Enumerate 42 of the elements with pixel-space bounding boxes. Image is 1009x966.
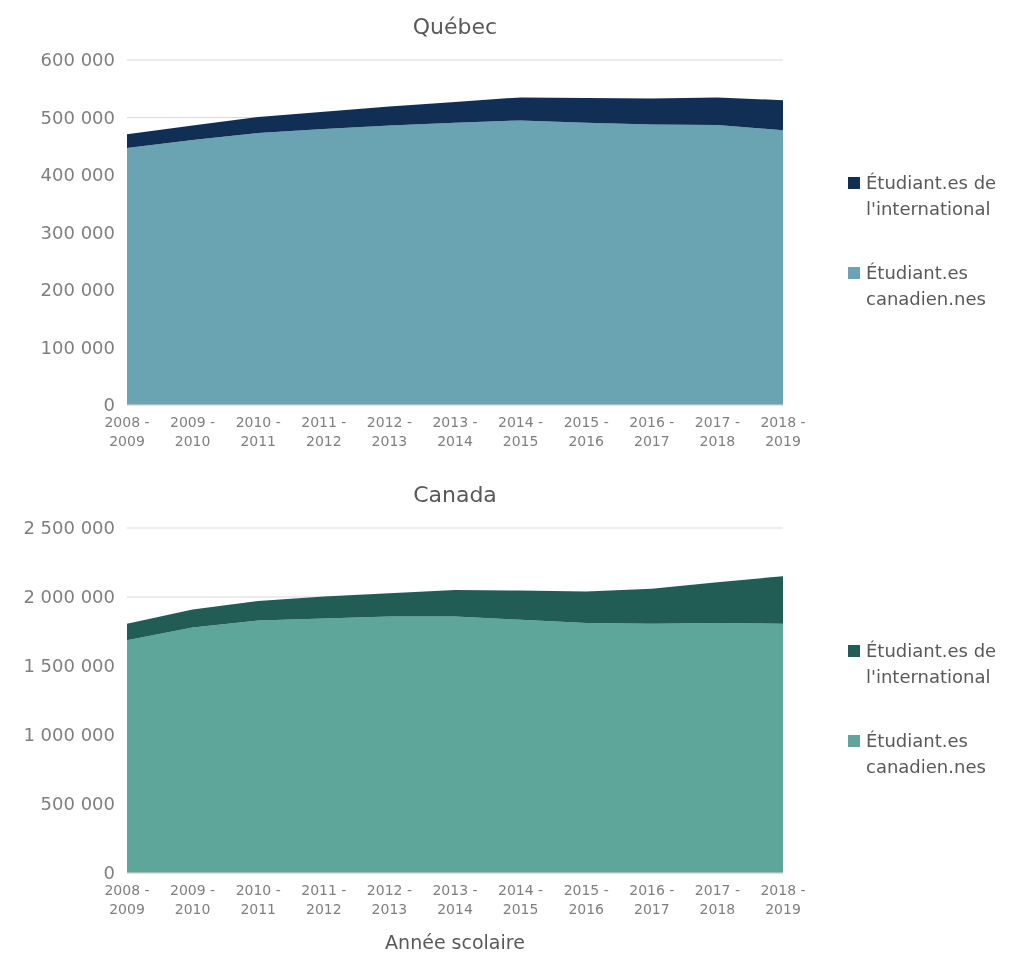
x-tick-label: 2008 - 2009 bbox=[104, 882, 150, 917]
x-tick-label: 2010 - 2011 bbox=[235, 414, 281, 449]
y-tick-label: 0 bbox=[103, 862, 115, 884]
x-tick-label: 2013 - 2014 bbox=[432, 414, 478, 449]
y-tick-label: 1 000 000 bbox=[23, 724, 115, 746]
y-tick-label: 200 000 bbox=[40, 279, 115, 301]
x-tick-label: 2017 - 2018 bbox=[694, 414, 740, 449]
x-tick-label: 2018 - 2019 bbox=[760, 882, 806, 917]
legend-label: Étudiant.es de l'international bbox=[866, 172, 997, 220]
y-tick-label: 500 000 bbox=[40, 106, 115, 128]
x-tick-label: 2008 - 2009 bbox=[104, 414, 150, 449]
x-tick-label: 2010 - 2011 bbox=[235, 882, 281, 917]
x-tick-label: 2018 - 2019 bbox=[760, 414, 806, 449]
y-tick-label: 1 500 000 bbox=[23, 655, 115, 677]
x-tick-label: 2012 - 2013 bbox=[366, 882, 412, 917]
y-tick-label: 400 000 bbox=[40, 164, 115, 186]
legend-label: Étudiant.es canadien.nes bbox=[866, 730, 986, 778]
y-tick-label: 600 000 bbox=[40, 49, 115, 71]
x-tick-label: 2012 - 2013 bbox=[366, 414, 412, 449]
y-tick-label: 100 000 bbox=[40, 336, 115, 358]
x-tick-label: 2011 - 2012 bbox=[301, 882, 347, 917]
x-tick-label: 2016 - 2017 bbox=[629, 414, 675, 449]
x-tick-label: 2015 - 2016 bbox=[563, 882, 609, 917]
x-tick-label: 2014 - 2015 bbox=[498, 882, 544, 917]
y-tick-label: 300 000 bbox=[40, 221, 115, 243]
x-tick-label: 2017 - 2018 bbox=[694, 882, 740, 917]
x-tick-label: 2016 - 2017 bbox=[629, 882, 675, 917]
chart-title: Canada bbox=[413, 482, 497, 507]
x-tick-label: 2011 - 2012 bbox=[301, 414, 347, 449]
y-tick-label: 0 bbox=[103, 394, 115, 416]
x-tick-label: 2009 - 2010 bbox=[170, 882, 216, 917]
x-tick-label: 2013 - 2014 bbox=[432, 882, 478, 917]
x-tick-label: 2015 - 2016 bbox=[563, 414, 609, 449]
x-tick-label: 2009 - 2010 bbox=[170, 414, 216, 449]
legend-label: Étudiant.es canadien.nes bbox=[866, 262, 986, 310]
x-axis-title: Année scolaire bbox=[385, 931, 525, 953]
chart-title: Québec bbox=[412, 14, 498, 39]
y-tick-label: 500 000 bbox=[40, 793, 115, 815]
y-tick-label: 2 500 000 bbox=[23, 517, 115, 539]
y-tick-label: 2 000 000 bbox=[23, 586, 115, 608]
legend-label: Étudiant.es de l'international bbox=[866, 640, 997, 688]
x-tick-label: 2014 - 2015 bbox=[498, 414, 544, 449]
